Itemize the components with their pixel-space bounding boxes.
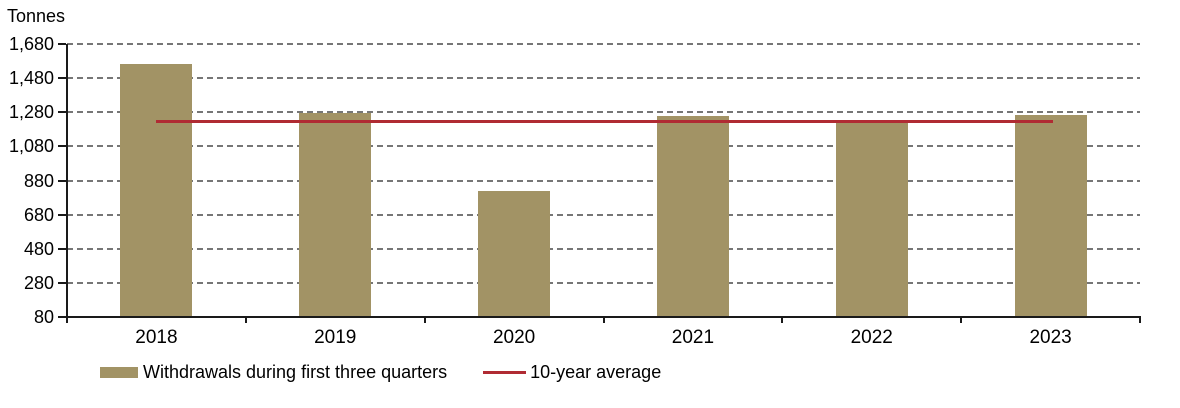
y-axis-tick bbox=[58, 179, 66, 182]
legend-line-label: 10-year average bbox=[530, 362, 662, 382]
x-axis-tick bbox=[602, 316, 605, 323]
y-axis-unit-label: Tonnes bbox=[7, 6, 66, 26]
y-tick-label: 880 bbox=[23, 170, 54, 191]
y-axis-tick bbox=[58, 213, 66, 216]
x-axis-tick bbox=[960, 316, 963, 323]
y-tick-label: 480 bbox=[23, 238, 54, 259]
y-axis-tick bbox=[58, 247, 66, 250]
y-axis-tick bbox=[58, 77, 66, 80]
x-label-2022: 2022 bbox=[850, 327, 893, 348]
gridline-880 bbox=[67, 179, 1140, 182]
x-axis-tick bbox=[423, 316, 426, 323]
x-label-2021: 2021 bbox=[671, 327, 715, 348]
y-tick-label: 1,080 bbox=[8, 136, 54, 157]
y-axis-tick bbox=[58, 316, 66, 318]
ten-year-average-line bbox=[156, 120, 1053, 124]
gridline-1480 bbox=[67, 77, 1140, 80]
bar-2022 bbox=[835, 122, 908, 317]
y-axis bbox=[66, 44, 68, 317]
y-tick-label: 1,680 bbox=[8, 34, 54, 54]
y-axis-tick bbox=[58, 281, 66, 284]
bar-2023 bbox=[1014, 114, 1087, 317]
y-tick-label: 1,280 bbox=[8, 102, 54, 123]
y-tick-label: 680 bbox=[23, 204, 54, 225]
gridline-1680 bbox=[67, 43, 1140, 45]
bar-2019 bbox=[299, 113, 372, 317]
legend-bar-swatch bbox=[100, 366, 138, 378]
x-axis-tick bbox=[244, 316, 247, 323]
y-tick-label: 80 bbox=[33, 307, 54, 327]
legend: Withdrawals during first three quarters … bbox=[100, 362, 661, 382]
x-label-2018: 2018 bbox=[135, 327, 178, 348]
legend-bar-label: Withdrawals during first three quarters bbox=[143, 362, 448, 382]
legend-line-swatch bbox=[483, 370, 527, 374]
x-axis-tick bbox=[66, 316, 68, 323]
x-label-2019: 2019 bbox=[314, 327, 357, 348]
gridline-1280 bbox=[67, 111, 1140, 114]
x-label-2023: 2023 bbox=[1029, 327, 1072, 348]
bar-2020 bbox=[478, 190, 551, 317]
y-axis-tick bbox=[58, 111, 66, 114]
x-axis-tick bbox=[1139, 316, 1141, 323]
bar-2021 bbox=[656, 116, 729, 317]
gridline-480 bbox=[67, 247, 1140, 250]
bar-2018 bbox=[120, 64, 193, 317]
x-axis-tick bbox=[781, 316, 784, 323]
y-tick-label: 280 bbox=[23, 272, 54, 293]
y-axis-tick bbox=[58, 145, 66, 148]
gridline-1080 bbox=[67, 145, 1140, 148]
gridline-680 bbox=[67, 213, 1140, 216]
y-axis-tick bbox=[58, 43, 66, 45]
y-tick-label: 1,480 bbox=[8, 68, 54, 89]
gridline-280 bbox=[67, 281, 1140, 284]
x-label-2020: 2020 bbox=[492, 327, 536, 348]
